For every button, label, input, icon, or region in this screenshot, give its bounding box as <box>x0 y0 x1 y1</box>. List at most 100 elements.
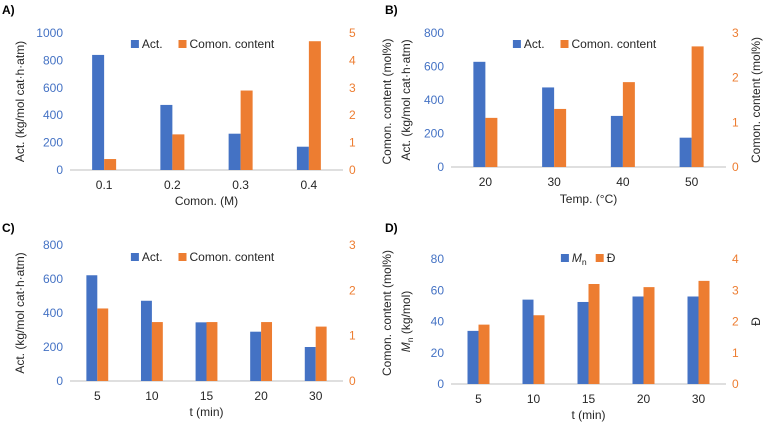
x-tick-label: 5 <box>475 392 482 406</box>
bar-left-series <box>92 54 105 170</box>
bar-left-series <box>140 300 152 381</box>
y-left-tick-label: 400 <box>43 108 63 122</box>
bar-right-series <box>206 322 218 381</box>
legend-swatch <box>178 253 187 261</box>
x-tick-label: 0.4 <box>301 178 318 192</box>
y-right-tick-label: 1 <box>732 346 739 360</box>
y-right-tick-label: 2 <box>349 108 356 122</box>
bar-left-series <box>160 104 173 170</box>
bar-left-series <box>304 347 316 381</box>
y-right-tick-label: 3 <box>349 81 356 95</box>
y-left-tick-label: 800 <box>424 26 444 40</box>
legend: Act. Comon. content <box>512 37 657 51</box>
y-right-tick-label: 0 <box>732 160 739 174</box>
y-right-tick-label: 2 <box>732 71 739 85</box>
y-right-axis-title: Đ <box>749 317 763 326</box>
y-left-tick-label: 600 <box>43 81 63 95</box>
chart-panel-4: D) 0 20 40 60 80 0 1 2 3 4 5 10 15 20 30 t (min) Mn (kg/m… <box>385 221 763 422</box>
bar-right-series <box>97 308 109 381</box>
y-right-tick-label: 5 <box>349 26 356 40</box>
panel-label: C) <box>2 221 15 235</box>
y-right-tick-label: 1 <box>732 115 739 129</box>
y-left-tick-label: 1000 <box>36 26 63 40</box>
chart-panel-3: C) 0 200 400 600 800 0 1 2 3 5 10 15 20 30 t (min) Act. … <box>2 221 394 419</box>
legend-swatch <box>178 40 187 48</box>
y-left-tick-label: 20 <box>431 346 445 360</box>
panel-label: D) <box>385 221 398 235</box>
x-tick-label: 40 <box>616 175 630 189</box>
y-right-tick-label: 0 <box>349 374 356 388</box>
bar-right-series <box>485 117 498 167</box>
y-left-tick-label: 600 <box>424 60 444 74</box>
y-left-tick-label: 200 <box>43 136 63 150</box>
legend-label: Comon. content <box>572 37 657 51</box>
y-left-tick-label: 0 <box>56 163 63 177</box>
bar-left-series <box>296 146 309 170</box>
y-right-axis-title: Comon. content (mol%) <box>380 38 394 164</box>
bar-right-series <box>588 284 600 384</box>
bar-left-series <box>250 331 262 381</box>
y-right-tick-label: 3 <box>732 26 739 40</box>
x-tick-label: 20 <box>479 175 493 189</box>
y-left-tick-label: 800 <box>43 53 63 67</box>
x-tick-label: 0.1 <box>96 178 113 192</box>
x-tick-label: 30 <box>692 392 706 406</box>
y-right-tick-label: 3 <box>349 238 356 252</box>
bar-right-series <box>691 46 704 167</box>
y-left-tick-label: 200 <box>424 127 444 141</box>
y-left-axis-title: Act. (kg/mol cat·h·atm) <box>13 41 27 162</box>
legend-label: Đ <box>607 251 616 265</box>
legend: Act. Comon. content <box>130 37 275 51</box>
legend-label: Comon. content <box>190 250 275 264</box>
bar-right-series <box>240 90 253 170</box>
bar-right-series <box>104 159 117 170</box>
legend-label: Act. <box>524 37 545 51</box>
bar-left-series <box>228 133 241 170</box>
y-right-tick-label: 4 <box>732 252 739 266</box>
y-left-tick-label: 200 <box>43 340 63 354</box>
bar-left-series <box>632 296 644 384</box>
bar-left-series <box>542 87 555 167</box>
x-tick-label: 50 <box>685 175 699 189</box>
y-right-axis-title: Comon. content (mol%) <box>749 37 763 163</box>
x-tick-label: 0.3 <box>232 178 249 192</box>
bar-left-series <box>610 115 623 167</box>
y-left-tick-label: 0 <box>437 160 444 174</box>
x-tick-label: 30 <box>547 175 561 189</box>
bar-right-series <box>151 322 163 381</box>
legend-swatch <box>512 40 521 48</box>
bar-left-series <box>522 299 534 384</box>
legend-swatch <box>560 254 569 262</box>
bar-right-series <box>478 324 490 384</box>
legend-label: Mn <box>572 251 587 267</box>
legend: Mn Đ <box>560 251 616 267</box>
panel-label: B) <box>385 3 398 17</box>
y-right-tick-label: 1 <box>349 329 356 343</box>
panel-label: A) <box>2 3 15 17</box>
x-tick-label: 15 <box>582 392 596 406</box>
y-left-tick-label: 60 <box>431 283 445 297</box>
bar-left-series <box>679 137 692 167</box>
chart-panel-2: B) 0 200 400 600 800 0 1 2 3 20 30 40 50 Temp. (°C) Act… <box>385 3 763 206</box>
y-left-axis-title: Act. (kg/mol cat·h·atm) <box>13 252 27 373</box>
y-left-tick-label: 40 <box>431 315 445 329</box>
bar-right-series <box>315 326 327 381</box>
y-right-tick-label: 1 <box>349 136 356 150</box>
x-tick-label: 5 <box>94 389 101 403</box>
bar-right-series <box>308 41 321 170</box>
x-tick-label: 30 <box>309 389 323 403</box>
chart-panel-1: A) 0 200 400 600 800 1000 0 1 2 3 4 5 0.1 0.2 0.3 0.4 Com… <box>2 3 394 208</box>
y-left-tick-label: 0 <box>56 374 63 388</box>
x-tick-label: 15 <box>200 389 214 403</box>
bar-right-series <box>554 108 567 167</box>
bar-left-series <box>687 296 699 384</box>
x-tick-label: 10 <box>145 389 159 403</box>
x-axis-title: t (min) <box>572 408 606 422</box>
x-tick-label: 10 <box>527 392 541 406</box>
bar-left-series <box>473 61 486 168</box>
y-left-axis-title: Act. (kg/mol cat·h·atm) <box>399 39 413 160</box>
bar-right-series <box>261 322 273 381</box>
x-tick-label: 0.2 <box>164 178 181 192</box>
legend-swatch <box>130 253 139 261</box>
